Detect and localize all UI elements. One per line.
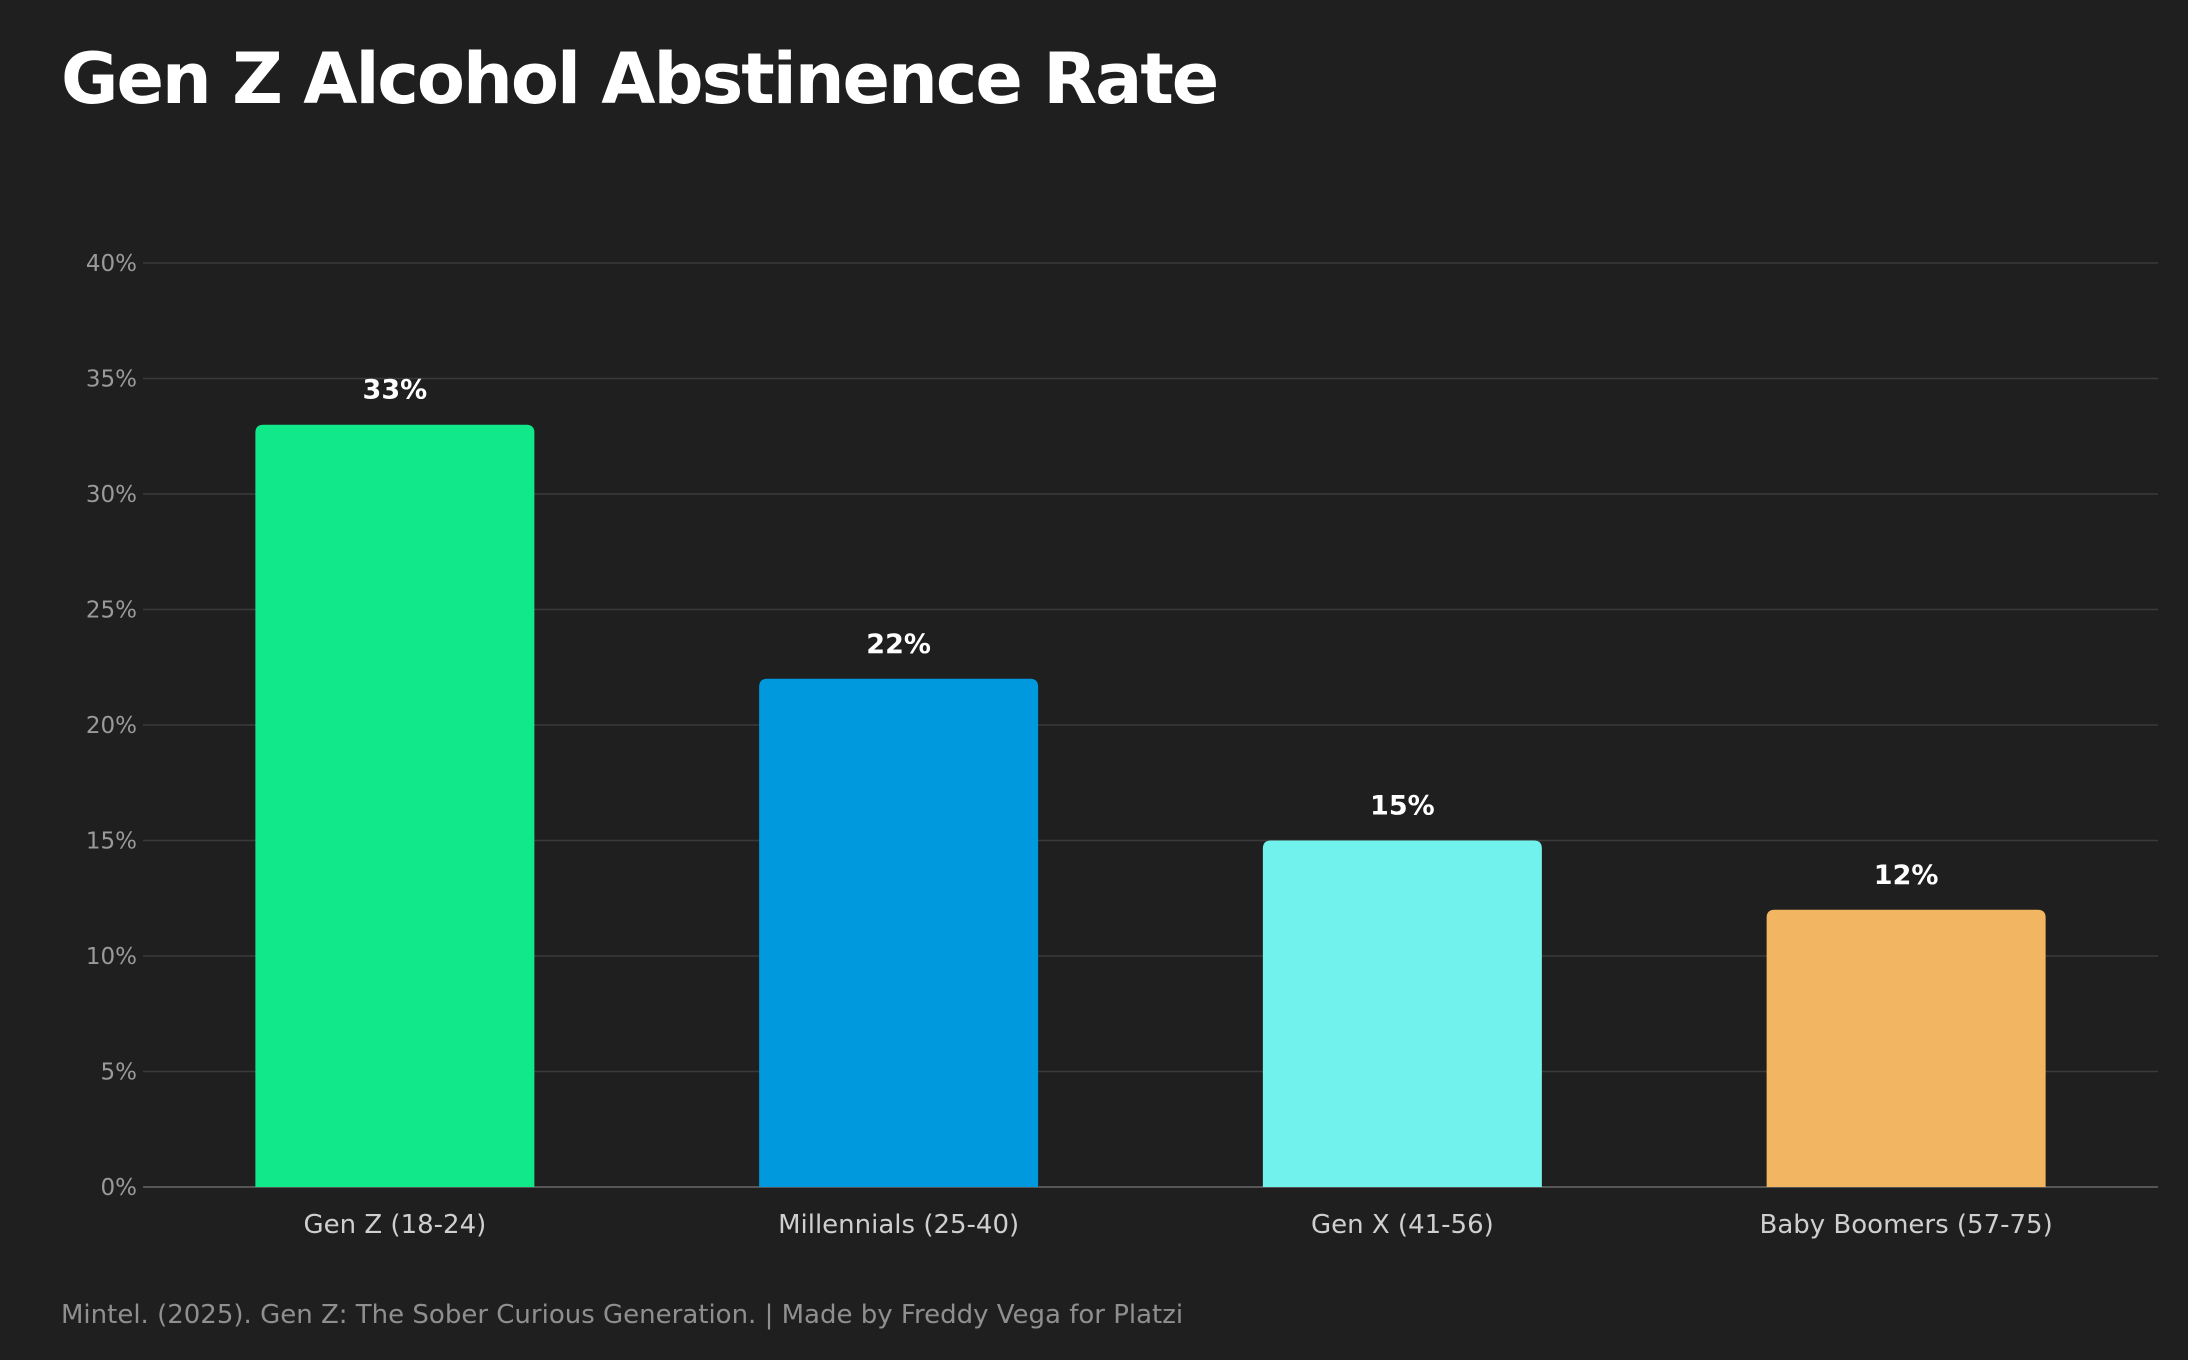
bar-0 bbox=[255, 424, 535, 1187]
data-label: 33% bbox=[363, 375, 428, 406]
y-tick-label: 5% bbox=[101, 1060, 138, 1086]
data-label: 12% bbox=[1874, 860, 1939, 891]
y-tick-label: 30% bbox=[86, 482, 137, 508]
x-tick-label: Baby Boomers (57-75) bbox=[1760, 1210, 2053, 1240]
data-label: 15% bbox=[1370, 791, 1435, 822]
x-tick-label: Gen X (41-56) bbox=[1311, 1210, 1494, 1240]
y-tick-label: 35% bbox=[86, 367, 137, 393]
y-tick-label: 40% bbox=[86, 251, 137, 277]
bar-2 bbox=[1262, 840, 1542, 1187]
bar-3 bbox=[1766, 909, 2046, 1187]
y-tick-label: 0% bbox=[101, 1175, 138, 1201]
y-tick-label: 20% bbox=[86, 713, 137, 739]
bar-1 bbox=[759, 678, 1039, 1187]
y-tick-label: 15% bbox=[86, 829, 137, 855]
x-tick-label: Millennials (25-40) bbox=[778, 1210, 1019, 1240]
x-tick-label: Gen Z (18-24) bbox=[303, 1210, 486, 1240]
chart-title: Gen Z Alcohol Abstinence Rate bbox=[61, 38, 1219, 120]
data-label: 22% bbox=[866, 629, 931, 660]
y-tick-label: 25% bbox=[86, 598, 137, 624]
y-tick-label: 10% bbox=[86, 944, 137, 970]
source-footer: Mintel. (2025). Gen Z: The Sober Curious… bbox=[61, 1300, 1184, 1330]
